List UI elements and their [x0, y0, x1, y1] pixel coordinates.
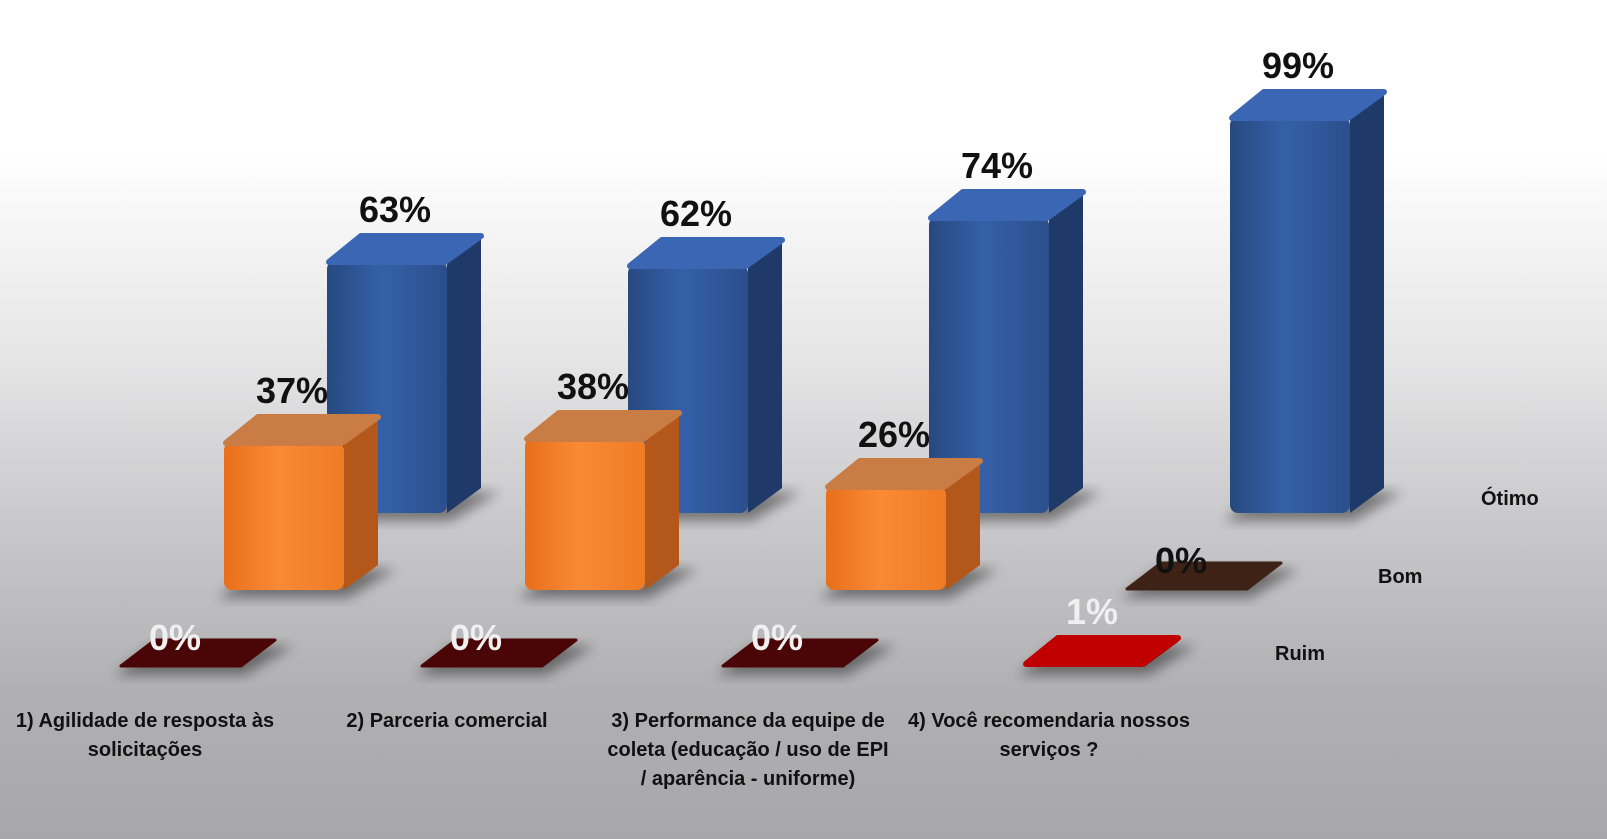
bar-flat-tile	[420, 638, 578, 668]
bar-flat-tile	[1125, 561, 1283, 591]
value-label-ruim-3: 0%	[751, 617, 803, 658]
series-label-ótimo: Ótimo	[1481, 486, 1539, 510]
bar-bom-3	[825, 458, 983, 590]
bar-ruim-2	[420, 638, 578, 668]
bar-front-face	[826, 486, 946, 590]
category-label-3: 3) Performance da equipe de coleta (educ…	[607, 710, 889, 790]
bar-bom-1	[223, 414, 381, 590]
value-label-ruim-2: 0%	[450, 617, 502, 658]
bar-flat-tile	[119, 638, 277, 668]
bar-side-face	[1350, 92, 1384, 513]
bar-side-face	[1049, 192, 1083, 513]
bar-top-face	[326, 233, 484, 265]
bar-side-face	[645, 413, 679, 590]
bar-side-face	[748, 240, 782, 513]
bar-side-face	[344, 417, 378, 590]
bar-ótimo-3	[928, 189, 1086, 513]
bar-top-face	[1023, 635, 1181, 667]
value-label-bom-2: 38%	[557, 366, 629, 407]
bar-front-face	[1230, 117, 1350, 513]
value-label-ruim-4: 1%	[1066, 591, 1118, 632]
bar-front-face	[224, 442, 344, 590]
bar-flat-tile	[721, 638, 879, 668]
value-label-ótimo-4: 99%	[1262, 45, 1334, 86]
series-label-bom: Bom	[1378, 566, 1422, 588]
value-label-bom-3: 26%	[858, 414, 930, 455]
category-label-1: 1) Agilidade de resposta às solicitações	[15, 710, 275, 761]
bar-top-face	[1229, 89, 1387, 121]
bar-top-face	[223, 414, 381, 446]
value-label-ruim-1: 0%	[149, 617, 201, 658]
bar-front-face	[525, 438, 645, 590]
bar-side-face	[447, 236, 481, 513]
series-label-ruim: Ruim	[1275, 643, 1325, 665]
bar-top-face	[627, 237, 785, 269]
bar-ruim-4	[1023, 635, 1181, 667]
bar-ótimo-4	[1229, 89, 1387, 513]
bar-bom-2	[524, 410, 682, 590]
bar-top-face	[928, 189, 1086, 221]
value-label-bom-4: 0%	[1155, 540, 1207, 581]
bar-ruim-3	[721, 638, 879, 668]
bar-top-face	[825, 458, 983, 490]
bar-front-face	[929, 217, 1049, 513]
value-label-bom-1: 37%	[256, 370, 328, 411]
category-label-4: 4) Você recomendaria nossos serviços ?	[908, 710, 1190, 761]
bar-top-face	[524, 410, 682, 442]
category-label-2: 2) Parceria comercial	[346, 710, 548, 732]
value-label-ótimo-1: 63%	[359, 189, 431, 230]
bar-side-face	[946, 461, 980, 590]
value-label-ótimo-3: 74%	[961, 145, 1033, 186]
bar-ruim-1	[119, 638, 277, 668]
value-label-ótimo-2: 62%	[660, 193, 732, 234]
bar-bom-4	[1125, 561, 1283, 591]
